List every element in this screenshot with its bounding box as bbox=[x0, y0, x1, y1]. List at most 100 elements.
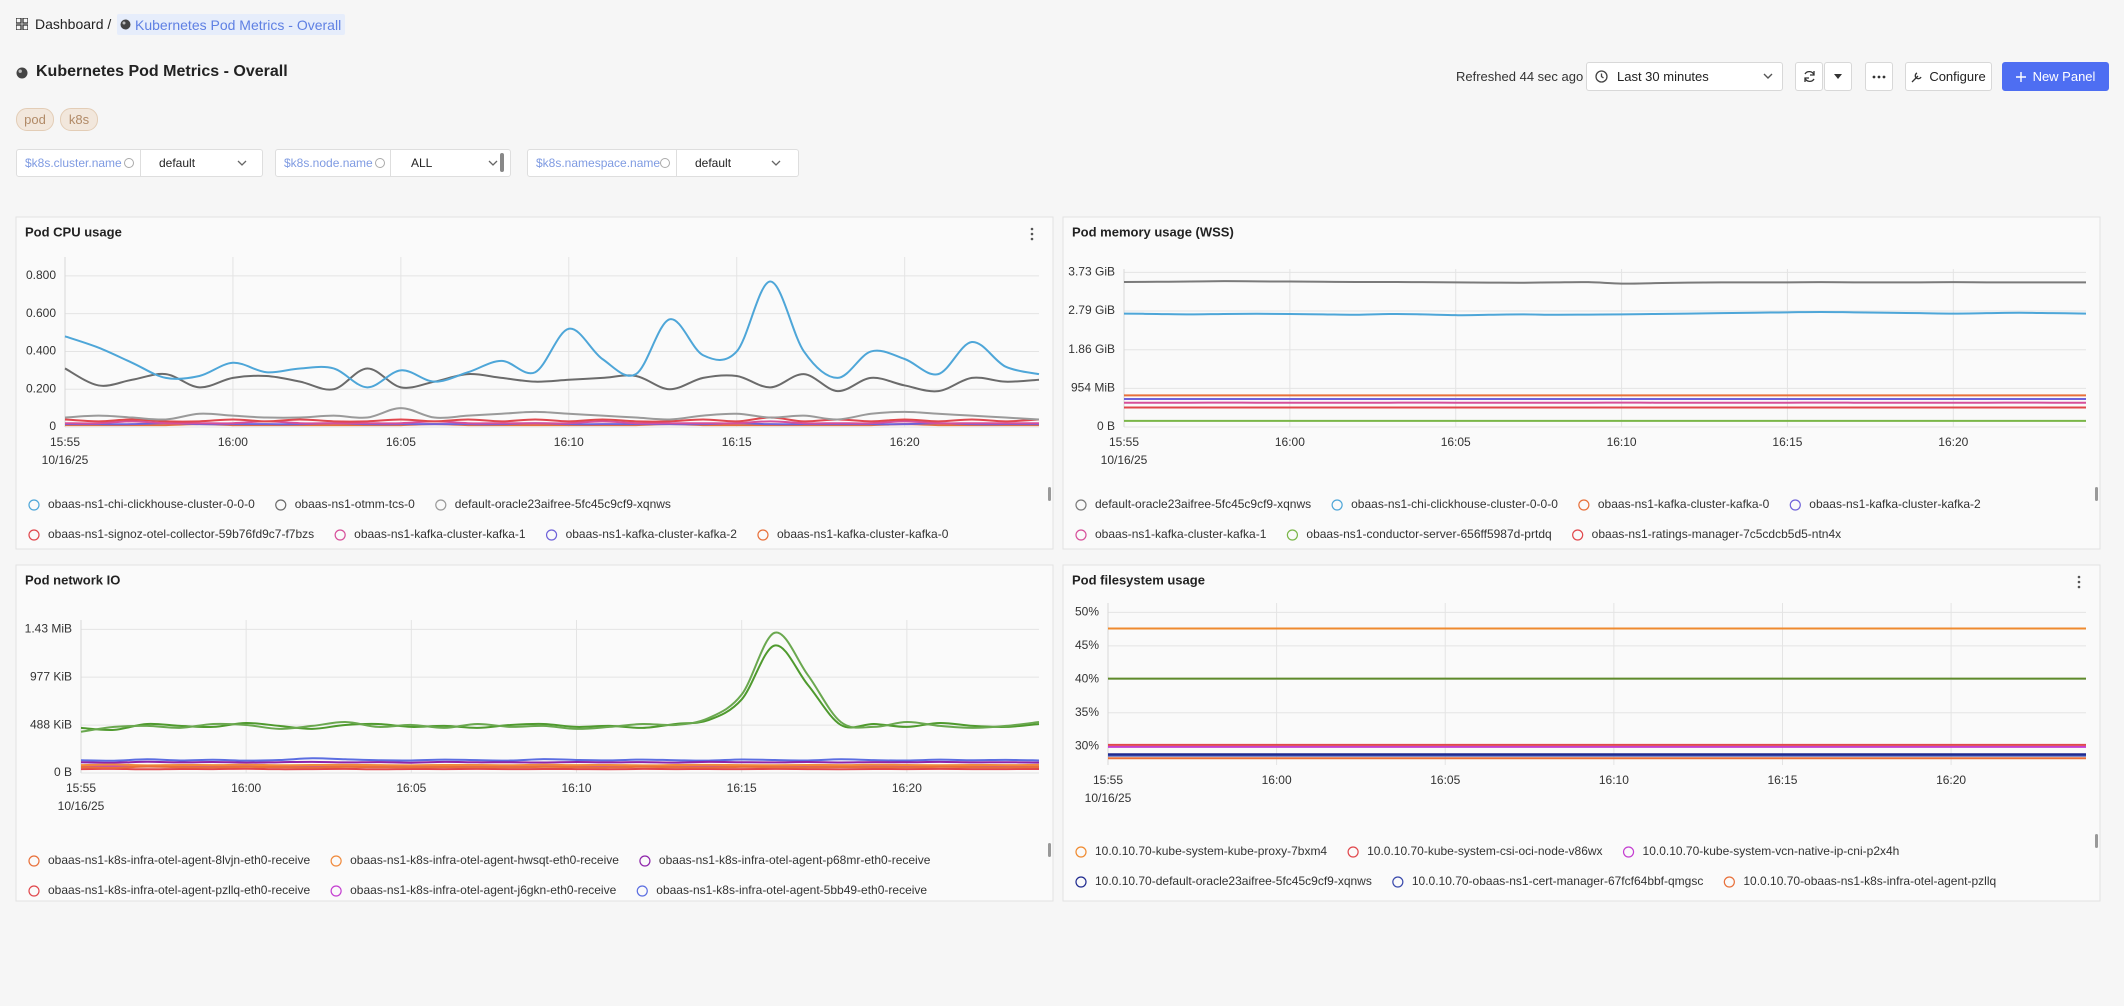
legend-label: obaas-ns1-k8s-infra-otel-agent-5bb49-eth… bbox=[656, 883, 927, 897]
y-tick-label: 35% bbox=[1075, 705, 1099, 719]
x-tick-label: 16:10 bbox=[1599, 773, 1629, 787]
breadcrumb-current[interactable]: Kubernetes Pod Metrics - Overall bbox=[117, 14, 346, 35]
panel bbox=[15, 216, 1054, 550]
legend-label: obaas-ns1-k8s-infra-otel-agent-p68mr-eth… bbox=[659, 853, 931, 867]
y-tick-label: 3.73 GiB bbox=[1068, 265, 1115, 279]
legend-label: 10.0.10.70-obaas-ns1-cert-manager-67fcf6… bbox=[1412, 874, 1704, 888]
legend-label: obaas-ns1-signoz-otel-collector-59b76fd9… bbox=[48, 527, 314, 541]
panel-menu-dot bbox=[2077, 585, 2081, 589]
y-tick-label: 2.79 GiB bbox=[1068, 303, 1115, 317]
series-line bbox=[64, 420, 1039, 425]
chevron-icon bbox=[1763, 73, 1773, 79]
x-tick-label: 15:55 bbox=[1109, 435, 1139, 449]
x-tick-label: 16:00 bbox=[1262, 773, 1292, 787]
time-picker[interactable]: Last 30 minutes bbox=[1586, 62, 1783, 91]
globe-icon bbox=[120, 19, 131, 30]
y-tick-label: 50% bbox=[1075, 605, 1099, 619]
y-tick-label: 40% bbox=[1075, 671, 1099, 685]
x-tick-label: 16:05 bbox=[386, 435, 416, 449]
legend-marker bbox=[330, 855, 342, 867]
legend-marker bbox=[334, 529, 346, 541]
x-tick-label: 16:00 bbox=[218, 435, 248, 449]
legend-marker bbox=[1347, 846, 1359, 858]
legend-marker bbox=[636, 885, 648, 897]
legend-marker bbox=[1075, 529, 1087, 541]
y-tick-label: 0 bbox=[49, 419, 56, 433]
configure-label: Configure bbox=[1929, 69, 1986, 84]
series-line bbox=[64, 367, 1040, 393]
legend-marker bbox=[1392, 876, 1404, 888]
series-line bbox=[80, 765, 1040, 769]
x-tick-label: 16:20 bbox=[890, 435, 920, 449]
legend-marker bbox=[435, 499, 447, 511]
breadcrumb-current-text: Kubernetes Pod Metrics - Overall bbox=[135, 16, 342, 33]
legend-marker bbox=[1622, 846, 1635, 858]
y-tick-label: 1.86 GiB bbox=[1068, 342, 1115, 356]
x-tick-label: 15:55 bbox=[66, 781, 96, 795]
x-tick-label: 16:05 bbox=[1441, 435, 1471, 449]
legend-marker bbox=[639, 855, 651, 867]
refresh-button[interactable] bbox=[1795, 62, 1823, 91]
legend-marker bbox=[1286, 529, 1299, 541]
panel bbox=[15, 564, 1054, 902]
refresh-dropdown[interactable] bbox=[1824, 62, 1852, 91]
more-button[interactable] bbox=[1865, 62, 1893, 91]
grid-icon bbox=[16, 18, 28, 30]
legend-marker bbox=[1789, 499, 1801, 511]
tag: k8s bbox=[60, 108, 98, 131]
panel-title: Pod CPU usage bbox=[25, 224, 122, 239]
configure-button[interactable]: Configure bbox=[1905, 62, 1992, 91]
time-range: Last 30 minutes bbox=[1617, 69, 1709, 84]
legend-label: obaas-ns1-otmm-tcs-0 bbox=[295, 497, 415, 511]
panel-menu-dot bbox=[1030, 227, 1034, 231]
panel-menu-dot bbox=[1030, 237, 1034, 241]
series-line bbox=[80, 763, 1040, 767]
x-tick-label: 16:00 bbox=[1275, 435, 1305, 449]
legend-scrollbar bbox=[1048, 843, 1051, 857]
legend-label: obaas-ns1-kafka-cluster-kafka-1 bbox=[1095, 527, 1267, 541]
y-tick-label: 977 KiB bbox=[30, 669, 72, 683]
legend-label: 10.0.10.70-kube-system-kube-proxy-7bxm4 bbox=[1095, 844, 1327, 858]
panel-menu-dot bbox=[2077, 575, 2081, 579]
legend-label: obaas-ns1-kafka-cluster-kafka-1 bbox=[354, 527, 526, 541]
dots-icon bbox=[1872, 75, 1886, 78]
x-date-label: 10/16/25 bbox=[42, 453, 89, 467]
x-date-label: 10/16/25 bbox=[1101, 453, 1148, 467]
y-tick-label: 45% bbox=[1075, 638, 1099, 652]
legend-label: obaas-ns1-kafka-cluster-kafka-0 bbox=[1598, 497, 1770, 511]
legend-marker bbox=[1723, 876, 1735, 888]
y-tick-label: 0.400 bbox=[26, 344, 56, 358]
x-tick-label: 16:00 bbox=[231, 781, 261, 795]
legend-marker bbox=[275, 499, 287, 511]
globe-icon bbox=[16, 67, 28, 79]
x-tick-label: 16:05 bbox=[396, 781, 426, 795]
x-tick-label: 16:20 bbox=[1938, 435, 1968, 449]
legend-label: 10.0.10.70-kube-system-csi-oci-node-v86w… bbox=[1367, 844, 1602, 858]
legend-label: default-oracle23aifree-5fc45c9cf9-xqnws bbox=[455, 497, 671, 511]
series-line bbox=[1123, 280, 2086, 285]
x-tick-label: 16:05 bbox=[1430, 773, 1460, 787]
legend-label: obaas-ns1-k8s-infra-otel-agent-pzllq-eth… bbox=[48, 883, 310, 897]
panel-title: Pod network IO bbox=[25, 572, 120, 587]
legend-marker bbox=[545, 529, 558, 541]
legend-scrollbar bbox=[2095, 487, 2098, 501]
legend-label: obaas-ns1-kafka-cluster-kafka-2 bbox=[566, 527, 738, 541]
dashboard-title: Kubernetes Pod Metrics - Overall bbox=[36, 63, 288, 80]
refresh-icon bbox=[1803, 70, 1815, 83]
plus-icon bbox=[2015, 71, 2026, 82]
x-tick-label: 16:15 bbox=[727, 781, 757, 795]
new-panel-button[interactable]: New Panel bbox=[2002, 62, 2109, 91]
x-date-label: 10/16/25 bbox=[1085, 791, 1132, 805]
legend-marker bbox=[1572, 529, 1584, 541]
legend-label: obaas-ns1-k8s-infra-otel-agent-hwsqt-eth… bbox=[350, 853, 619, 867]
breadcrumb-root[interactable]: Dashboard / bbox=[35, 16, 112, 32]
legend-marker bbox=[330, 885, 342, 897]
legend-label: 10.0.10.70-obaas-ns1-k8s-infra-otel-agen… bbox=[1743, 874, 1996, 888]
x-date-label: 10/16/25 bbox=[58, 799, 105, 813]
legend-label: 10.0.10.70-kube-system-vcn-native-ip-cni… bbox=[1643, 844, 1900, 858]
x-tick-label: 16:15 bbox=[1767, 773, 1797, 787]
legend-marker bbox=[1331, 499, 1343, 511]
refreshed-text: Refreshed 44 sec ago bbox=[1456, 69, 1584, 84]
